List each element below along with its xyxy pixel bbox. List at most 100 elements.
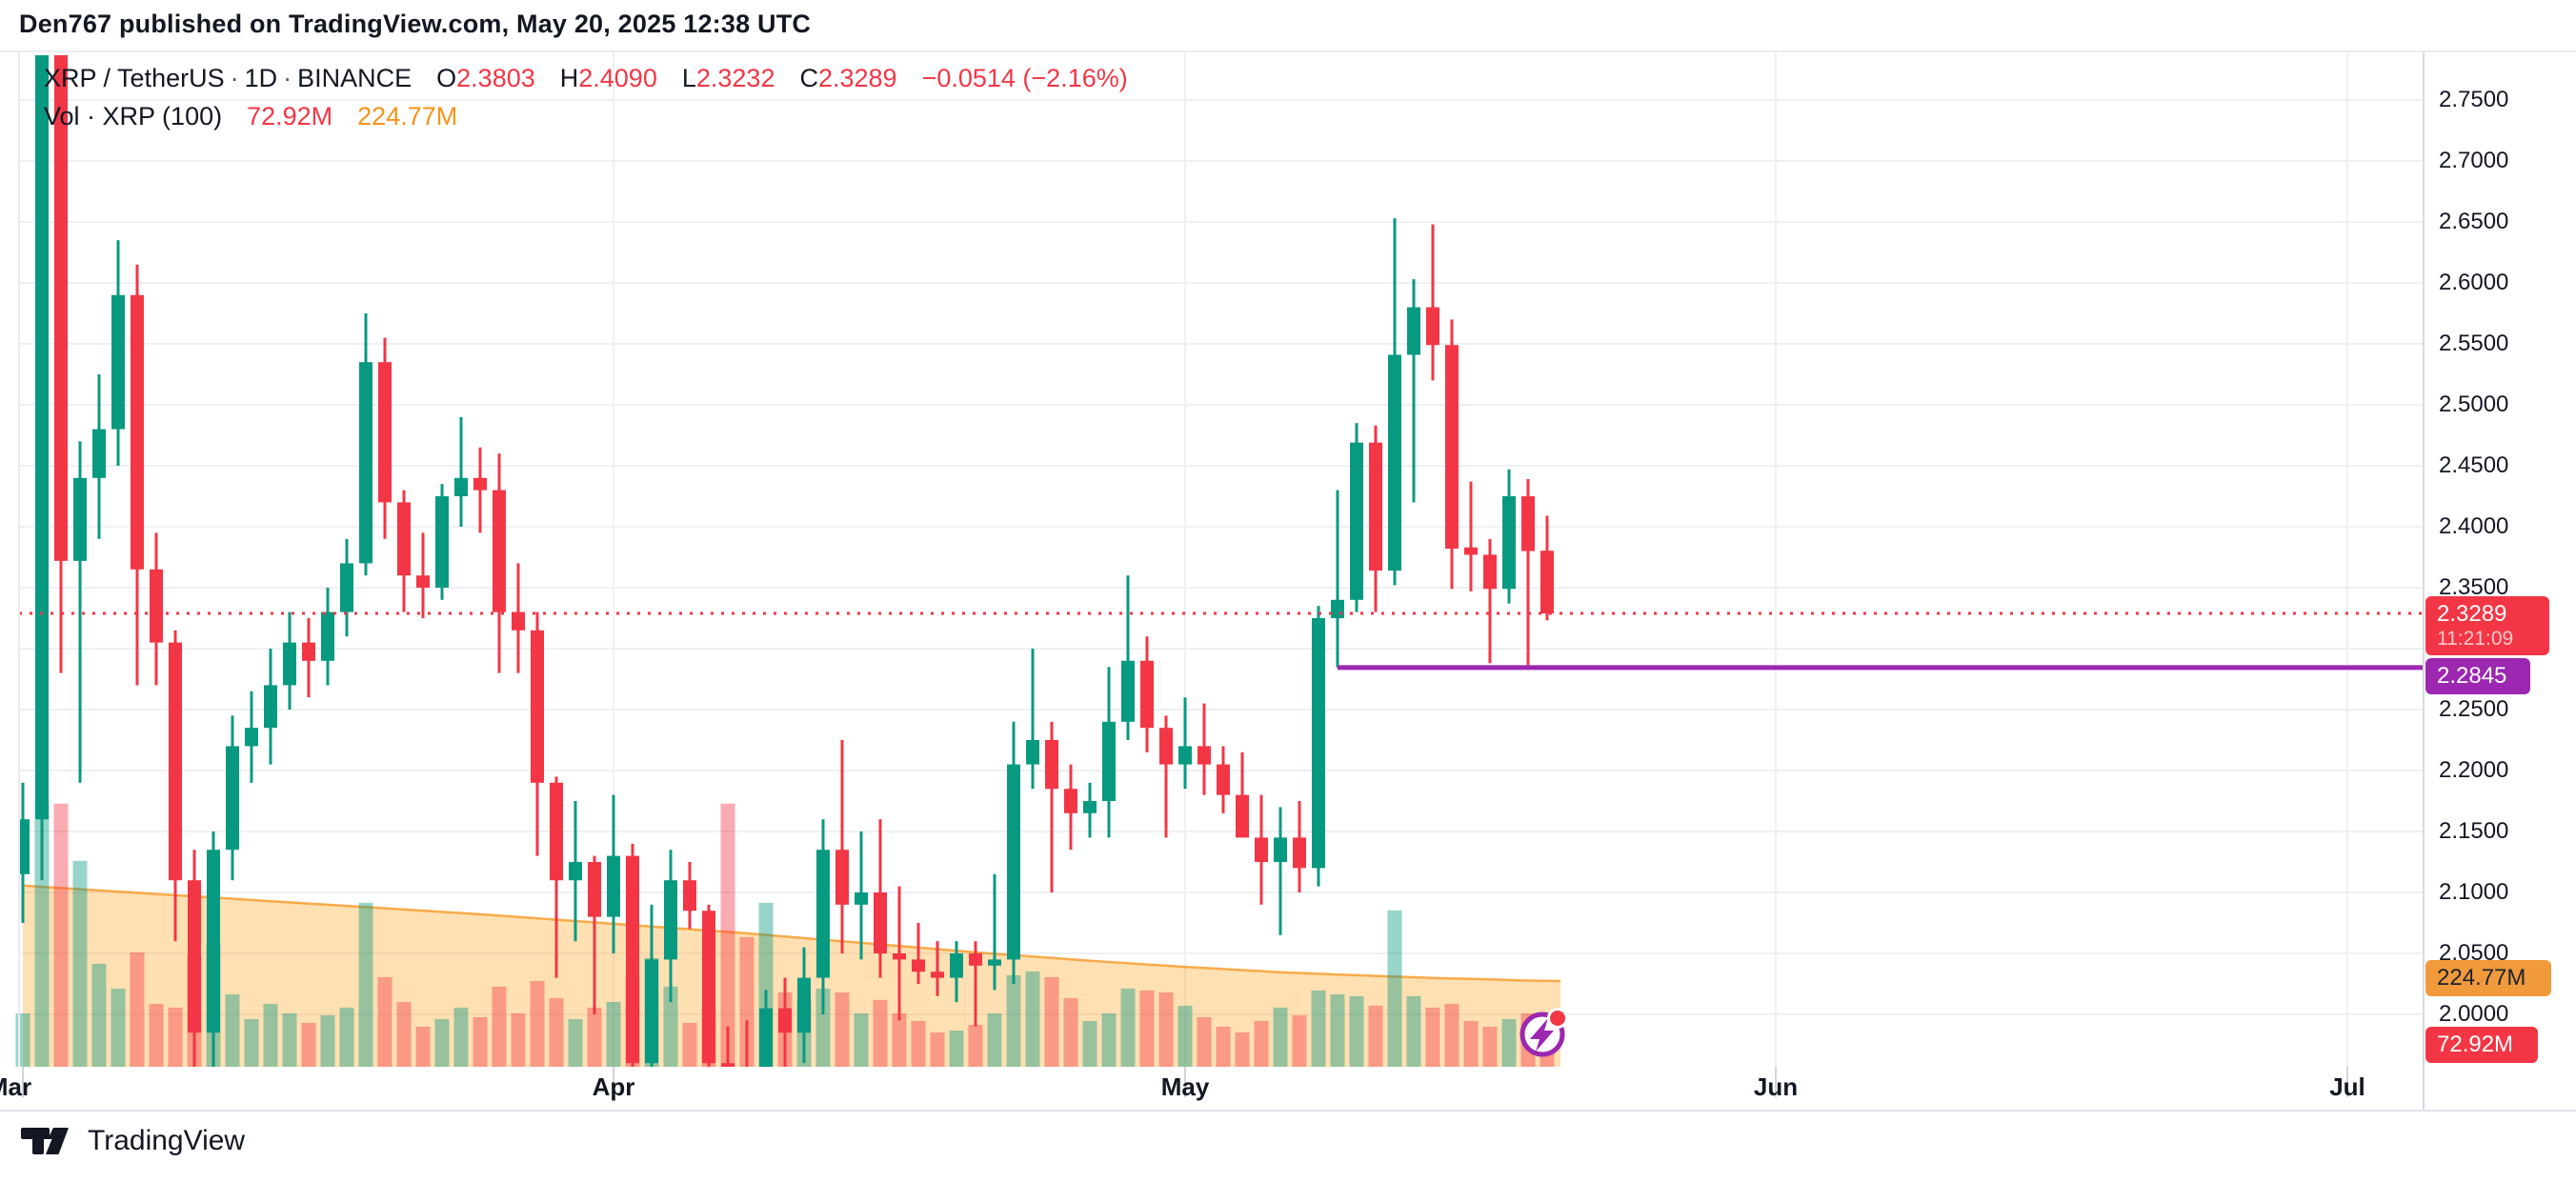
volume-bar (682, 1022, 697, 1067)
volume-bar (396, 1001, 412, 1067)
candle-body (35, 55, 49, 820)
volume-bar (1158, 992, 1174, 1067)
candle-body (645, 959, 658, 1064)
chart-legend: XRP / TetherUS · 1D · BINANCE O2.3803 H2.4090 L… (44, 59, 1128, 135)
candle-body (359, 362, 372, 564)
volume-bar (473, 1016, 488, 1067)
candle-wick (1278, 807, 1282, 935)
volume-ma-badge: 224.77M (2425, 960, 2551, 996)
tradingview-logo-icon (21, 1128, 69, 1154)
volume-bar (606, 1001, 621, 1067)
price-tick-label: 2.6000 (2439, 270, 2509, 295)
candle-body (1140, 660, 1154, 729)
volume-bar (1235, 1032, 1250, 1067)
volume-bar (1044, 976, 1059, 1067)
candle-wick (1336, 490, 1339, 668)
candle-body (1045, 740, 1058, 790)
time-tick-label-may: May (1160, 1072, 1210, 1101)
volume-bar (854, 1012, 869, 1067)
volume-ma-value: 224.77M (357, 102, 458, 130)
candle-body (226, 746, 239, 851)
ohlc-low: L2.3232 (681, 64, 775, 92)
time-tick-label-jun: Jun (1753, 1072, 1799, 1101)
candle-body (435, 496, 449, 588)
candle-body (874, 892, 887, 953)
legend-symbol-row[interactable]: XRP / TetherUS · 1D · BINANCE O2.3803 H2.4090 L… (44, 59, 1128, 97)
volume-bar (815, 988, 831, 1067)
candle-body (19, 819, 30, 874)
candle-body (397, 502, 411, 576)
candle-wick (1488, 538, 1492, 664)
candle-wick (593, 855, 596, 1014)
candle-body (816, 850, 830, 978)
price-tick-label: 2.1000 (2439, 879, 2509, 905)
volume-bar (1482, 1026, 1498, 1067)
candle-body (245, 728, 258, 747)
volume-bar (835, 992, 850, 1067)
volume-bar (739, 936, 755, 1067)
tradingview-attribution[interactable]: TradingView (19, 1122, 245, 1160)
volume-bar (1349, 995, 1364, 1067)
candle-body (855, 892, 868, 905)
volume-bar (1063, 997, 1078, 1067)
candle-wick (916, 923, 920, 984)
volume-bar (1387, 910, 1402, 1067)
candle-body (150, 569, 163, 643)
volume-bar (587, 1007, 602, 1067)
candle-wick (1431, 224, 1435, 381)
candle-body (1540, 551, 1554, 614)
candle-body (302, 642, 315, 661)
volume-bar (1120, 988, 1136, 1067)
legend-separator: · (230, 64, 239, 92)
volume-bar (377, 976, 392, 1067)
legend-volume-row[interactable]: Vol · XRP (100) 72.92M 224.77M (44, 97, 1128, 135)
candle-body (1312, 618, 1325, 869)
price-tick-label: 2.6500 (2439, 209, 2509, 234)
price-tick-label: 2.5000 (2439, 391, 2509, 417)
candle-body (92, 429, 106, 478)
candle-body (1236, 794, 1249, 838)
volume-bar (53, 803, 69, 1067)
candle-body (835, 850, 849, 905)
price-tick-label: 2.2500 (2439, 696, 2509, 722)
candle-body (664, 880, 677, 960)
volume-bar (1101, 1012, 1117, 1067)
candle-body (893, 953, 906, 960)
candle-body (1369, 442, 1382, 571)
candle-body (1255, 837, 1268, 862)
legend-interval: 1D (244, 64, 278, 92)
candle-body (1083, 801, 1097, 813)
price-tick-label: 2.7500 (2439, 87, 2509, 112)
volume-bar (111, 988, 126, 1067)
volume-bar (1463, 1020, 1479, 1067)
volume-bar (91, 963, 107, 1067)
volume-bar (130, 952, 145, 1067)
volume-bar (549, 997, 564, 1067)
volume-bar (568, 1018, 583, 1067)
ohlc-high: H2.4090 (559, 64, 657, 92)
volume-bar (492, 986, 507, 1067)
price-tick-label: 2.1500 (2439, 818, 2509, 844)
candle-body (416, 575, 430, 588)
candle-body (188, 880, 201, 1033)
volume-bar (1273, 1007, 1288, 1067)
candle-body (111, 294, 125, 430)
candle-body (1445, 345, 1459, 550)
lightning-bolt-circle-icon[interactable] (1519, 1008, 1568, 1057)
candle-body (1178, 746, 1192, 765)
price-tick-label: 2.4500 (2439, 452, 2509, 478)
candle-body (378, 362, 392, 503)
volume-bar (1330, 993, 1345, 1067)
candle-body (1293, 837, 1306, 869)
candle-wick (745, 1020, 749, 1067)
candle-body (1274, 837, 1287, 862)
volume-bar (1082, 1020, 1097, 1067)
legend-symbol: XRP / TetherUS (44, 64, 225, 92)
volume-current-value: 72.92M (247, 102, 333, 130)
support-level-badge: 2.2845 (2425, 658, 2530, 694)
candle-body (1464, 547, 1478, 555)
volume-bar (873, 999, 888, 1067)
candle-wick (1031, 649, 1035, 790)
candle-body (1350, 442, 1363, 600)
